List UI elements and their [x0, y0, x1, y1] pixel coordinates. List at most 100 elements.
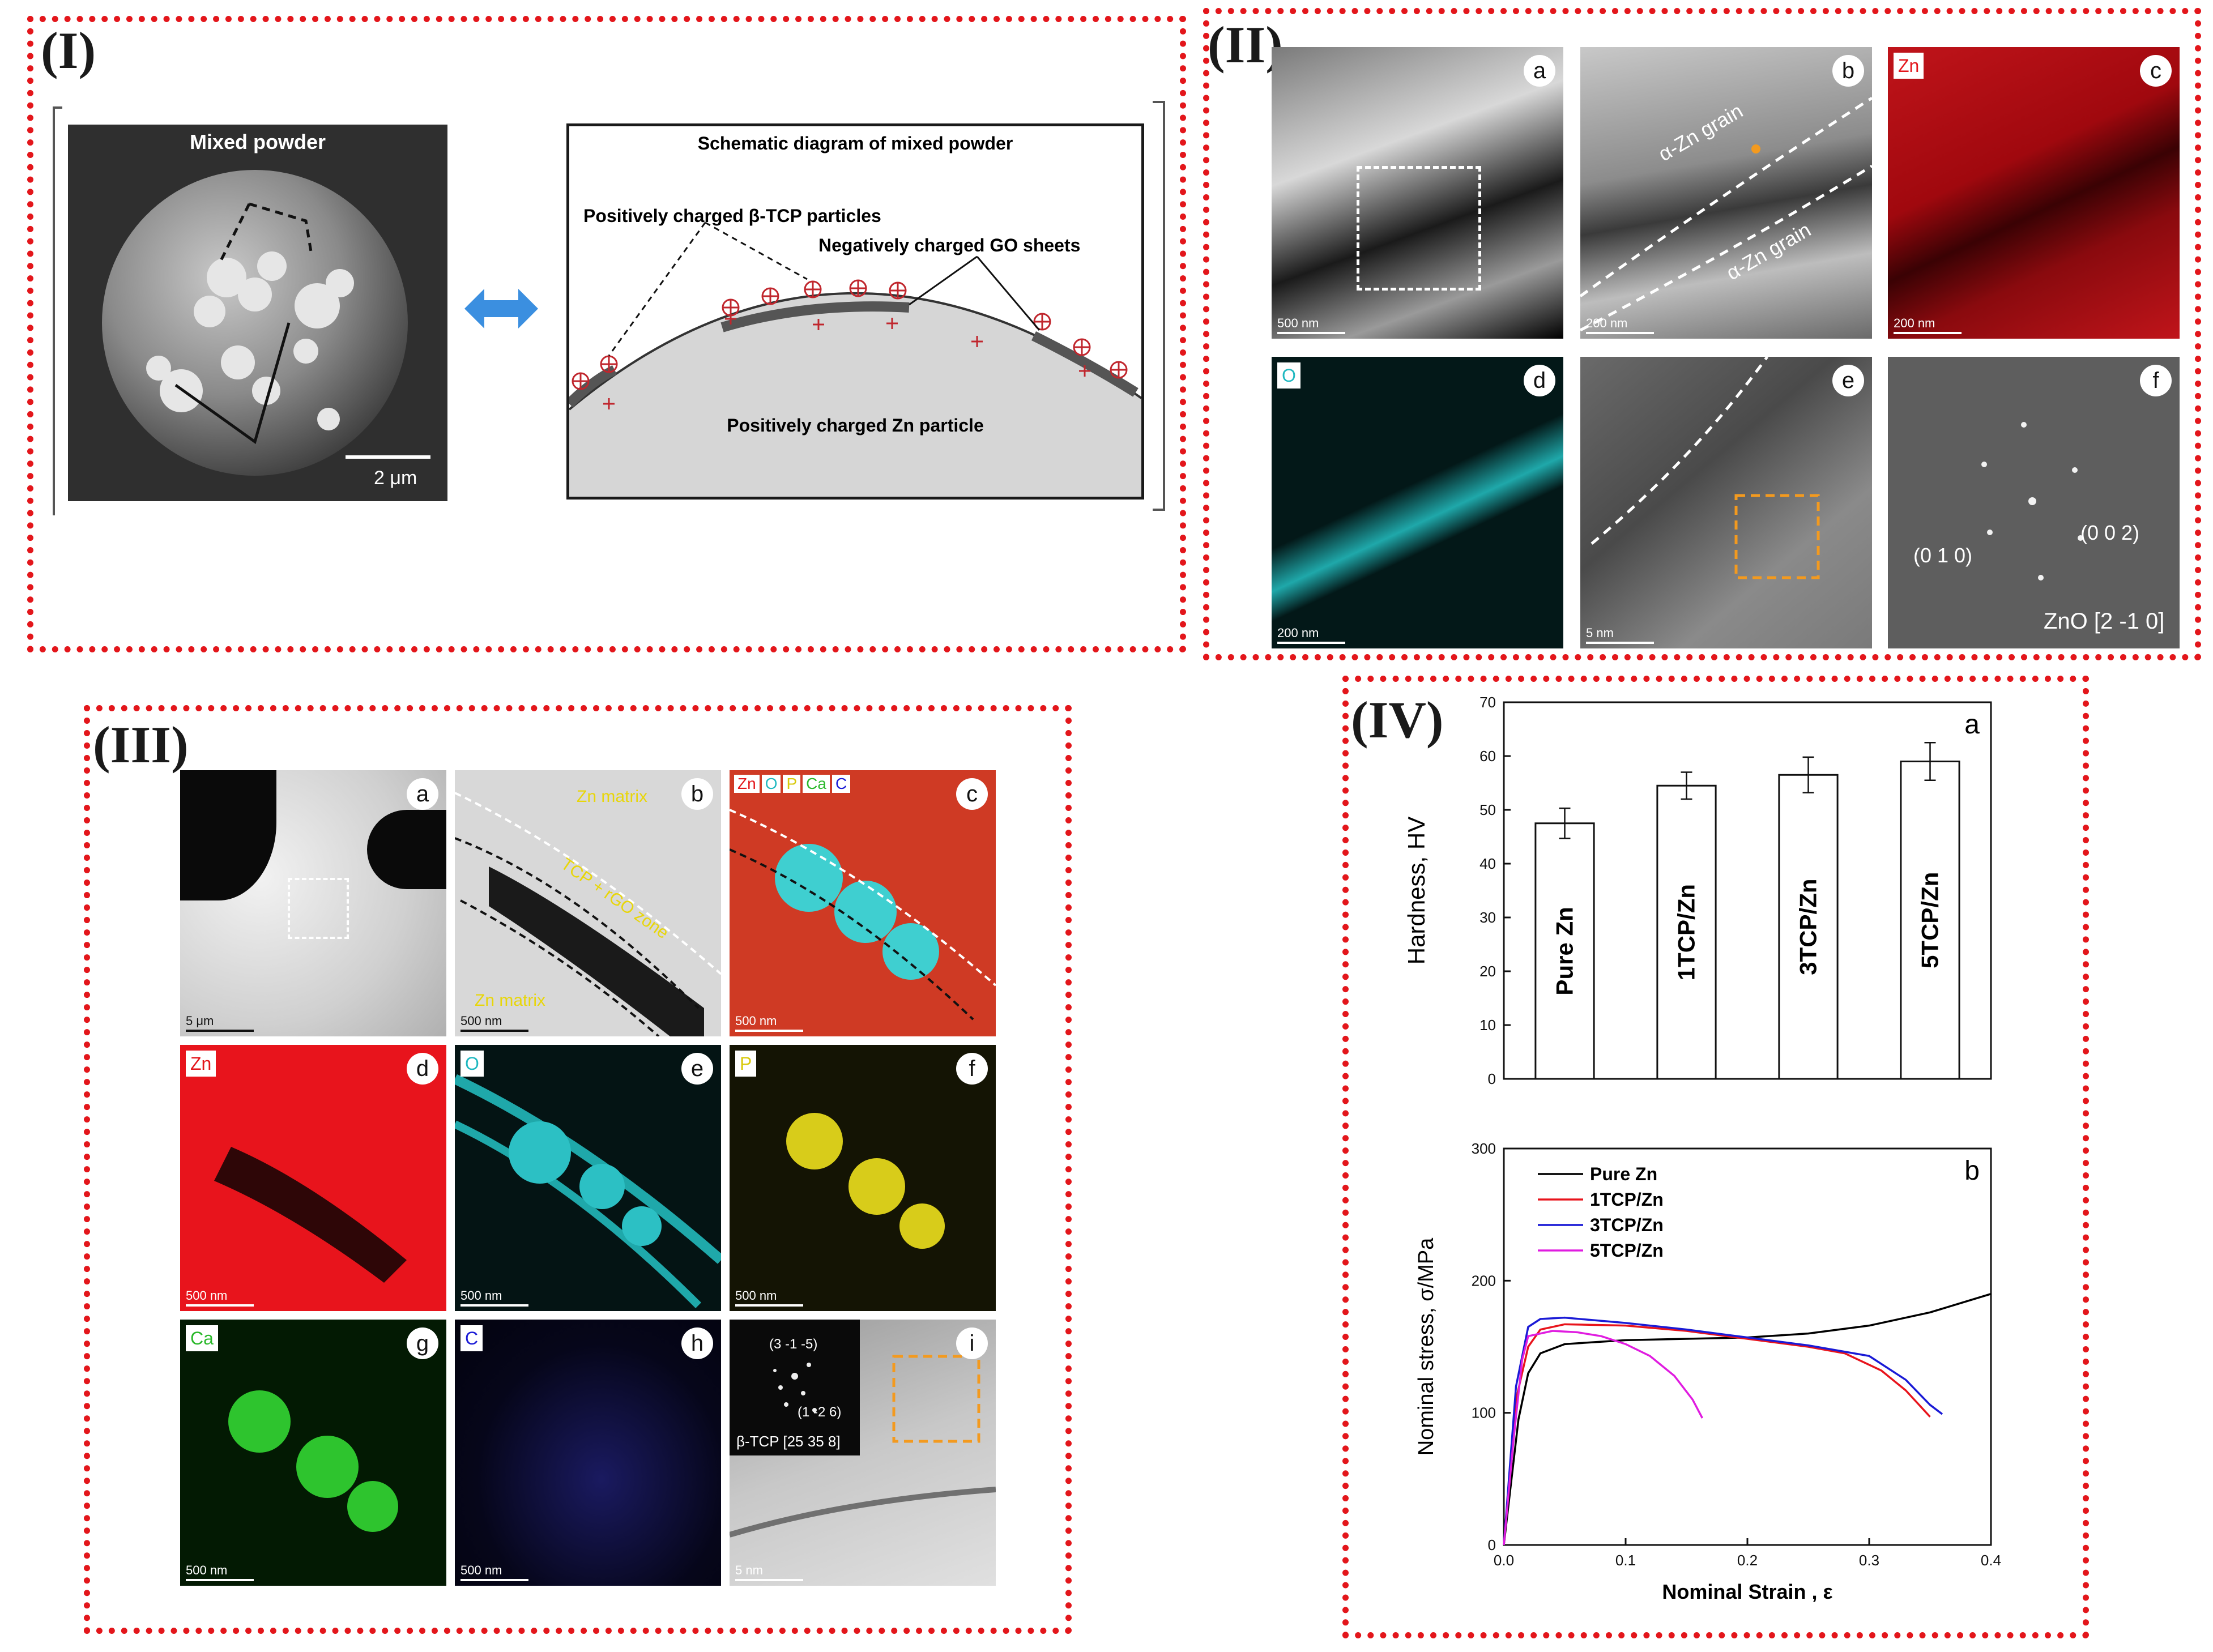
- iii-tile-g: Ca g 500 nm: [180, 1320, 446, 1586]
- hardness-bar: [1900, 761, 1960, 1080]
- iii-b-zn-top: Zn matrix: [577, 787, 648, 806]
- panel-ii-label: (II): [1208, 16, 1283, 74]
- ii-a-letter: a: [1524, 55, 1555, 87]
- ii-f-letter: f: [2140, 365, 2172, 396]
- series-line: [1503, 1292, 1992, 1546]
- iii-i-spot2: (1 -2 6): [798, 1405, 842, 1420]
- iii-g-tag: Ca: [186, 1325, 218, 1351]
- iii-c-letter: c: [956, 778, 988, 810]
- iii-tile-a: a 5 μm: [180, 770, 446, 1036]
- y-tick-label: 60: [1479, 748, 1496, 765]
- iii-i-diffraction-inset: (3 -1 -5) (1 -2 6) β-TCP [25 35 8]: [730, 1320, 860, 1455]
- iii-c-scale: 500 nm: [735, 1014, 803, 1032]
- ii-b-scale: 200 nm: [1586, 316, 1654, 334]
- iii-d-letter: d: [407, 1053, 438, 1085]
- line-chart-frame: [1503, 1147, 1992, 1546]
- series-line: [1503, 1316, 1943, 1546]
- line-y-label: Nominal stress, σ/MPa: [1414, 1237, 1438, 1455]
- y-tick-label: 30: [1479, 909, 1496, 926]
- ii-d-tag: O: [1277, 362, 1300, 389]
- y-tick-label: 50: [1479, 801, 1496, 818]
- y-tick-label: 40: [1479, 855, 1496, 872]
- iii-a-scale: 5 μm: [186, 1014, 254, 1032]
- panel-ii-frame: [1203, 8, 2201, 660]
- ii-c-scale: 200 nm: [1894, 316, 1962, 334]
- iii-tile-i: (3 -1 -5) (1 -2 6) β-TCP [25 35 8] i 5 n…: [730, 1320, 996, 1586]
- iii-b-scale: 500 nm: [460, 1014, 528, 1032]
- iii-i-zone: β-TCP [25 35 8]: [736, 1433, 841, 1450]
- iii-d-tag: Zn: [186, 1051, 216, 1077]
- iii-b-letter: b: [681, 778, 713, 810]
- iii-f-tag: P: [735, 1051, 757, 1077]
- iii-e-letter: e: [681, 1053, 713, 1085]
- y-tick-label: 0: [1488, 1536, 1496, 1553]
- ii-tile-f: (0 1 0) (0 0 2) ZnO [2 -1 0] f: [1888, 357, 2180, 648]
- sem-scale: 2 μm: [374, 467, 417, 489]
- panel-i-frame: [27, 16, 1186, 652]
- bar-category-label: 3TCP/Zn: [1795, 878, 1822, 975]
- iii-tile-c: Zn O P Ca C c 500 nm: [730, 770, 996, 1036]
- iii-tile-e: O e 500 nm: [455, 1045, 721, 1311]
- ii-tile-a: a 500 nm: [1272, 47, 1563, 339]
- y-tick-label: 100: [1472, 1405, 1496, 1422]
- panel-iii-frame: [84, 705, 1072, 1634]
- bar-category-label: 5TCP/Zn: [1917, 872, 1943, 968]
- iii-b-zn-bottom: Zn matrix: [475, 991, 546, 1010]
- panel-iii-label: (III): [93, 716, 189, 774]
- bar-chart-frame: [1503, 701, 1992, 1080]
- legend-label: 5TCP/Zn: [1590, 1240, 1664, 1261]
- powder-sem-image: Mixed powder 2 μm: [68, 125, 447, 501]
- ii-d-scale: 200 nm: [1277, 626, 1345, 644]
- iii-a-letter: a: [407, 778, 438, 810]
- stress-strain-chart: 0 100 200 300 0.0 0.1 0.2 0.3 0.4 Nominal Strain …: [1414, 1140, 2001, 1603]
- ii-f-spot2: (0 0 2): [2080, 521, 2140, 544]
- ii-tile-e: e 5 nm: [1580, 357, 1872, 648]
- x-tick-label: 0.2: [1737, 1552, 1758, 1569]
- schematic-diagram: Schematic diagram of mixed powder Positi…: [566, 123, 1144, 500]
- iii-g-scale: 500 nm: [186, 1563, 254, 1581]
- iii-tile-d: Zn d 500 nm: [180, 1045, 446, 1311]
- ii-tile-b: α-Zn grain α-Zn grain b 200 nm: [1580, 47, 1872, 339]
- ii-tile-d: O d 200 nm: [1272, 357, 1563, 648]
- ii-f-zone: ZnO [2 -1 0]: [2044, 609, 2165, 634]
- iii-tile-h: C h 500 nm: [455, 1320, 721, 1586]
- iii-e-scale: 500 nm: [460, 1288, 528, 1307]
- line-x-label: Nominal Strain , ε: [1662, 1580, 1832, 1603]
- label-go-sheets: Negatively charged GO sheets: [818, 235, 1081, 255]
- y-tick-label: 200: [1472, 1272, 1496, 1289]
- bar-category-label: Pure Zn: [1551, 907, 1578, 995]
- ii-e-letter: e: [1832, 365, 1864, 396]
- iii-e-tag: O: [460, 1051, 484, 1077]
- iii-i-spot1: (3 -1 -5): [769, 1337, 818, 1352]
- line-panel-letter: b: [1964, 1156, 1980, 1186]
- hardness-bar: [1778, 774, 1839, 1080]
- bar-y-label: Hardness, HV: [1403, 817, 1430, 964]
- iii-g-letter: g: [407, 1327, 438, 1359]
- ii-a-scale: 500 nm: [1277, 316, 1345, 334]
- y-tick-label: 70: [1479, 694, 1496, 711]
- iii-h-tag: C: [460, 1325, 483, 1351]
- y-tick-label: 0: [1488, 1070, 1496, 1087]
- double-arrow-icon: [464, 289, 538, 328]
- legend-label: 1TCP/Zn: [1590, 1189, 1664, 1210]
- series-line: [1503, 1323, 1931, 1546]
- iii-c-tag-c: C: [832, 775, 851, 793]
- iii-c-tag-o: O: [761, 775, 781, 793]
- legend-label: Pure Zn: [1590, 1164, 1657, 1184]
- panel-i-label: (I): [41, 22, 96, 79]
- label-tcp-particles: Positively charged β-TCP particles: [583, 206, 881, 226]
- iii-c-tag-p: P: [783, 775, 801, 793]
- iii-d-scale: 500 nm: [186, 1288, 254, 1307]
- iii-c-tags: Zn O P Ca C: [734, 775, 851, 793]
- x-tick-label: 0.0: [1494, 1552, 1514, 1569]
- ii-tile-c: Zn c 200 nm: [1888, 47, 2180, 339]
- ii-e-scale: 5 nm: [1586, 626, 1654, 644]
- bar-category-label: 1TCP/Zn: [1673, 884, 1700, 980]
- legend-label: 3TCP/Zn: [1590, 1215, 1664, 1235]
- iii-h-scale: 500 nm: [460, 1563, 528, 1581]
- ii-d-letter: d: [1524, 365, 1555, 396]
- iii-tile-b: Zn matrix TCP + rGO zone Zn matrix b 500…: [455, 770, 721, 1036]
- schematic-title: Schematic diagram of mixed powder: [697, 133, 1013, 153]
- panel-i-brackets: [53, 101, 1165, 515]
- y-tick-label: 20: [1479, 963, 1496, 980]
